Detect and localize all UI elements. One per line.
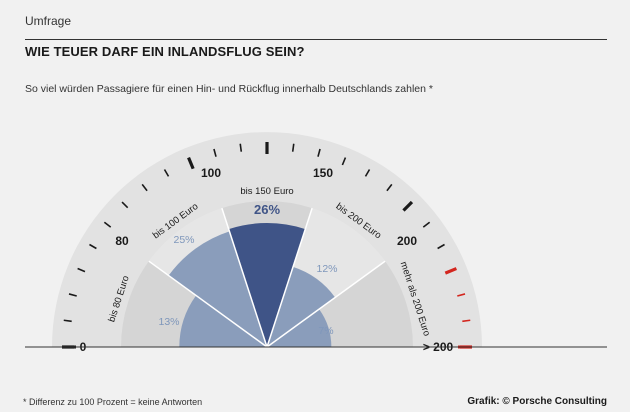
chart-subtitle: So viel würden Passagiere für einen Hin-… [25, 83, 433, 95]
scale-tick-23 [462, 319, 471, 323]
scale-tick-20 [437, 243, 445, 250]
divider-1 [148, 260, 268, 348]
wedge-1 [179, 295, 267, 347]
divider-3 [266, 207, 313, 348]
header-rule [25, 39, 607, 40]
scale-tick-7 [141, 183, 148, 192]
scale-tick-17 [386, 183, 393, 192]
scale-tick-18 [402, 200, 414, 212]
data-wedges [168, 223, 336, 347]
scale-label-5: 200 [397, 234, 417, 248]
wedge-3 [228, 223, 306, 347]
divider-4 [266, 260, 386, 348]
scale-tick-19 [422, 221, 431, 228]
value-label-3: 26% [254, 202, 280, 217]
value-label-4: 12% [316, 263, 337, 275]
scale-label-3: 100 [201, 166, 221, 180]
scale-tick-22 [457, 293, 466, 297]
scale-tick-15 [341, 157, 347, 166]
scale-label-4: 150 [313, 166, 333, 180]
wedge-5 [267, 309, 332, 347]
kicker-label: Umfrage [25, 14, 72, 28]
scale-tick-3 [77, 267, 86, 273]
scale-tick-5 [103, 221, 112, 228]
scale-tick-10 [213, 148, 217, 157]
scale-tick-21 [444, 267, 458, 275]
scale-label-2: 80 [115, 234, 129, 248]
footnote: * Differenz zu 100 Prozent = keine Antwo… [23, 397, 203, 407]
value-label-5: 7% [318, 325, 333, 337]
divider-2 [221, 207, 268, 348]
scale-tick-4 [89, 243, 97, 250]
scale-tick-9 [187, 156, 195, 170]
scale-tick-16 [364, 169, 371, 177]
segment-dividers [148, 207, 386, 348]
scale-tick-1 [63, 319, 72, 323]
value-label-2: 25% [173, 234, 194, 246]
scale-tick-2 [68, 293, 77, 297]
scale-tick-8 [163, 169, 170, 177]
graphic-credit: Grafik: © Porsche Consulting [467, 396, 607, 407]
wedge-4 [267, 266, 336, 347]
scale-tick-6 [121, 201, 129, 209]
value-label-1: 13% [158, 316, 179, 328]
wedge-2 [168, 231, 267, 347]
chart-title: WIE TEUER DARF EIN INLANDSFLUG SEIN? [25, 44, 305, 59]
category-label-3: bis 150 Euro [240, 186, 293, 197]
scale-tick-14 [317, 148, 321, 157]
scale-tick-11 [239, 143, 243, 152]
scale-tick-13 [291, 143, 295, 152]
